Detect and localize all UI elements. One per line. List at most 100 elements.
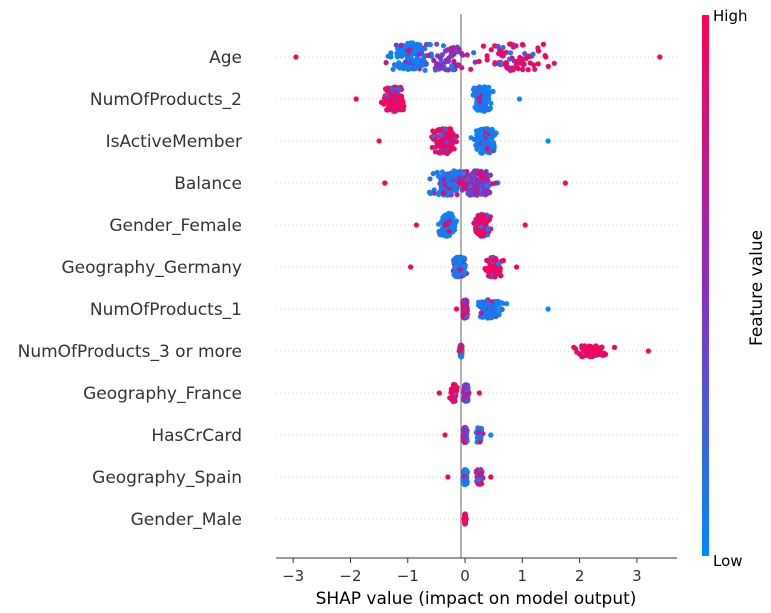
shap-point	[448, 52, 454, 58]
shap-point	[458, 50, 465, 57]
shap-point-extreme	[436, 390, 442, 396]
shap-point	[484, 53, 490, 59]
shap-point	[405, 54, 411, 61]
shap-point	[445, 67, 451, 73]
shap-point-extreme	[562, 180, 568, 186]
shap-point	[444, 139, 450, 145]
shap-point	[423, 61, 429, 67]
shap-point	[399, 53, 405, 59]
shap-point	[393, 100, 399, 106]
shap-point	[489, 309, 495, 315]
x-tick-label: −2	[339, 567, 361, 585]
shap-point	[440, 231, 446, 237]
shap-point	[498, 300, 505, 306]
shap-point	[475, 138, 481, 144]
shap-point-extreme	[476, 390, 482, 396]
shap-point	[472, 59, 478, 65]
shap-point	[441, 177, 447, 183]
shap-point	[484, 313, 490, 320]
shap-point	[474, 187, 481, 194]
shap-point	[395, 46, 401, 52]
shap-point	[486, 173, 492, 179]
shap-point	[488, 47, 494, 53]
shap-point	[446, 210, 452, 216]
shap-point	[441, 149, 447, 155]
shap-point	[444, 172, 450, 178]
shap-point	[551, 60, 557, 66]
shap-point	[464, 181, 470, 187]
shap-point	[483, 298, 489, 304]
shap-point	[490, 88, 496, 94]
shap-point	[485, 141, 491, 147]
shap-point	[493, 272, 499, 278]
shap-point	[451, 168, 457, 174]
shap-points	[293, 40, 663, 527]
shap-point	[414, 60, 420, 66]
x-tick-label: 2	[575, 567, 585, 585]
feature-label: Balance	[174, 174, 242, 194]
shap-point	[474, 143, 480, 149]
shap-point	[461, 269, 467, 275]
shap-point	[436, 191, 442, 197]
shap-point	[480, 212, 486, 219]
shap-point	[454, 271, 460, 277]
shap-point	[486, 302, 492, 308]
shap-point-extreme	[445, 474, 451, 480]
x-axis-ticks: −3 −2 −1 0 1 2 3	[282, 558, 642, 585]
shap-point	[442, 222, 448, 228]
shap-point	[464, 176, 470, 182]
shap-point	[385, 85, 391, 91]
shap-point	[401, 61, 407, 67]
shap-point	[384, 107, 390, 113]
shap-point	[485, 268, 491, 275]
shap-point	[523, 55, 529, 62]
feature-label: Geography_France	[83, 384, 242, 404]
shap-point	[500, 53, 506, 59]
feature-label: NumOfProducts_2	[90, 90, 242, 110]
shap-point-extreme	[453, 306, 460, 312]
shap-point	[426, 189, 433, 195]
shap-point	[581, 348, 587, 354]
shap-point	[504, 301, 510, 307]
shap-point	[485, 126, 491, 132]
shap-point	[423, 41, 429, 48]
shap-point	[500, 257, 506, 264]
shap-point-extreme	[382, 180, 388, 186]
shap-point	[477, 439, 483, 445]
shap-point	[409, 51, 415, 57]
shap-point	[434, 41, 440, 47]
feature-label: IsActiveMember	[106, 132, 242, 152]
shap-point	[410, 66, 416, 72]
shap-point	[477, 227, 483, 233]
shap-point	[494, 60, 500, 66]
shap-point	[481, 173, 487, 179]
shap-point	[496, 261, 502, 267]
shap-point	[462, 478, 468, 484]
shap-point	[462, 428, 469, 434]
shap-point	[477, 132, 483, 138]
shap-point	[450, 214, 456, 220]
shap-point	[599, 344, 605, 350]
shap-point	[474, 176, 480, 182]
shap-point	[450, 398, 456, 404]
shap-point	[446, 218, 453, 224]
shap-point	[431, 57, 437, 64]
shap-point	[478, 128, 484, 134]
shap-point	[510, 44, 516, 50]
shap-point	[482, 94, 488, 100]
shap-point	[388, 96, 394, 102]
shap-point	[434, 140, 440, 146]
shap-point	[476, 429, 482, 435]
shap-point-extreme	[442, 432, 448, 438]
x-tick-label: −3	[282, 567, 304, 585]
shap-point	[453, 264, 459, 270]
shap-point	[456, 62, 462, 68]
shap-point	[478, 150, 484, 156]
shap-point	[465, 191, 472, 197]
shap-point	[446, 228, 452, 234]
shap-point	[456, 175, 462, 181]
shap-point	[458, 353, 465, 359]
shap-point	[527, 60, 533, 66]
shap-point	[388, 101, 394, 107]
shap-point	[611, 344, 618, 350]
